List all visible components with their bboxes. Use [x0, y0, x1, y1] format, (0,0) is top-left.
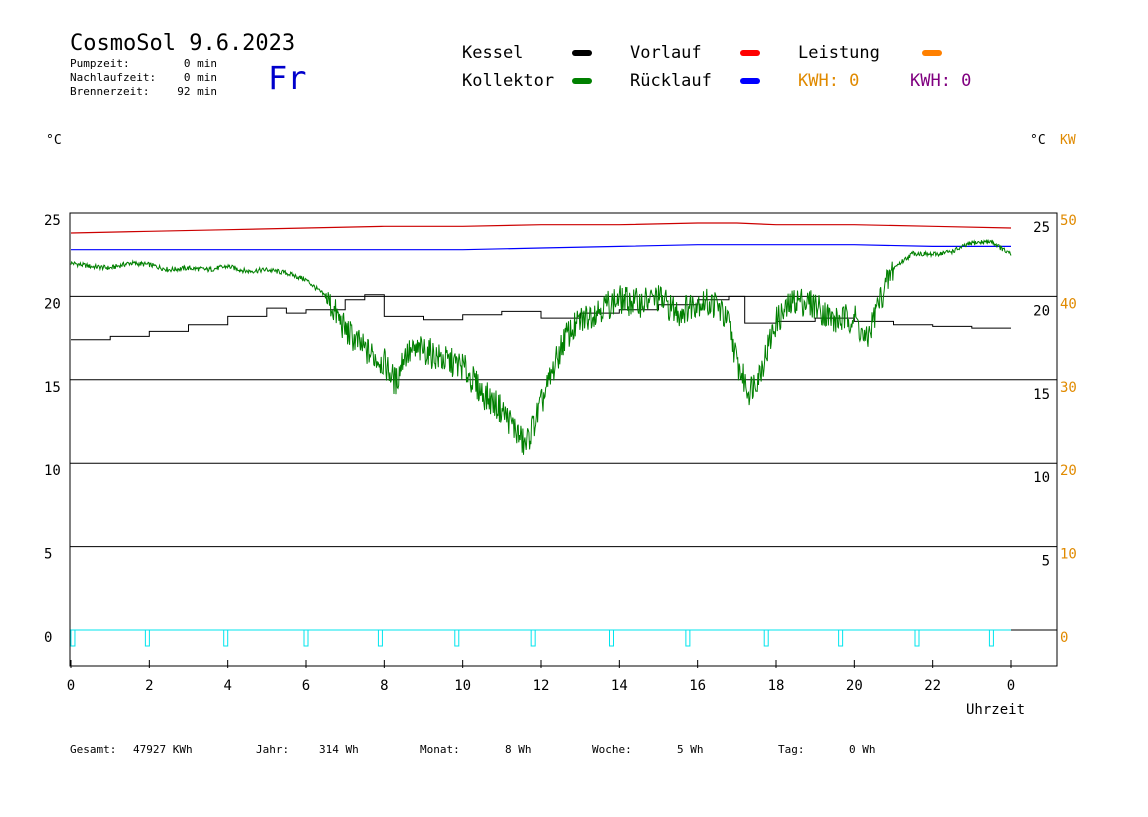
legend-ruecklauf-swatch	[740, 78, 760, 84]
x-tick-label: 10	[454, 678, 471, 694]
legend-kollektor-label: Kollektor	[462, 71, 554, 91]
pump-marker	[685, 629, 691, 647]
pumpzeit-value: 0 min	[184, 57, 217, 70]
right-tick-label: 15	[1033, 387, 1050, 403]
kw-tick-label: 30	[1060, 380, 1077, 396]
pump-marker	[914, 629, 920, 647]
kw-tick-label: 10	[1060, 547, 1077, 563]
series-vorlauf-line	[70, 222, 1012, 234]
nachlaufzeit-value: 0 min	[184, 71, 217, 84]
left-axis-unit: °C	[46, 133, 62, 148]
chart-title: CosmoSol 9.6.2023	[70, 31, 295, 56]
woche-label: Woche:	[592, 743, 632, 756]
tag-value: 0 Wh	[849, 743, 876, 756]
pump-marker	[377, 629, 383, 647]
legend-kwh-burner: KWH: 0	[910, 71, 971, 91]
pump-marker	[144, 629, 150, 647]
jahr-value: 314 Wh	[319, 743, 359, 756]
tag-label: Tag:	[778, 743, 805, 756]
kw-tick-label: 0	[1060, 630, 1068, 646]
legend-leistung-swatch	[922, 50, 942, 56]
left-tick-label: 0	[44, 630, 52, 646]
series-rcklauf-line	[71, 244, 1011, 251]
pump-marker	[454, 629, 460, 647]
right-tick-label: 20	[1033, 303, 1050, 319]
nachlaufzeit-label: Nachlaufzeit:	[70, 71, 156, 84]
legend-kwh-solar: KWH: 0	[798, 71, 859, 91]
left-axis-ticks: 25 20 15 10 5 0	[44, 213, 61, 646]
left-tick-label: 5	[44, 547, 52, 563]
brennerzeit-value: 92 min	[177, 85, 217, 98]
series-group	[70, 222, 1012, 631]
kw-tick-label: 20	[1060, 463, 1077, 479]
kw-tick-label: 40	[1060, 296, 1077, 312]
legend-ruecklauf-label: Rücklauf	[630, 71, 712, 91]
x-tick-label: 4	[223, 678, 231, 694]
x-tick-label: 12	[533, 678, 550, 694]
legend-vorlauf-swatch	[740, 50, 760, 56]
kw-tick-label: 50	[1060, 213, 1077, 229]
pump-marker	[763, 629, 769, 647]
runtime-stats: Pumpzeit: 0 min Nachlaufzeit: 0 min Bren…	[70, 57, 217, 98]
series-kessel-line	[71, 294, 1011, 341]
left-tick-label: 15	[44, 380, 61, 396]
pump-marker	[70, 629, 76, 647]
x-axis-label: Uhrzeit	[966, 702, 1025, 718]
pump-marker	[838, 629, 844, 647]
gesamt-value: 47927 KWh	[133, 743, 193, 756]
x-tick-label: 2	[145, 678, 153, 694]
legend: Kessel Vorlauf Leistung Kollektor Rückla…	[462, 43, 971, 91]
x-tick-label: 0	[67, 678, 75, 694]
gesamt-label: Gesamt:	[70, 743, 116, 756]
pump-marker	[303, 629, 309, 647]
weekday-label: Fr	[268, 59, 307, 97]
brennerzeit-label: Brennerzeit:	[70, 85, 149, 98]
pump-marker	[223, 629, 229, 647]
x-tick-label: 6	[302, 678, 310, 694]
plot-frame	[69, 212, 1058, 667]
right-tick-label: 10	[1033, 470, 1050, 486]
legend-vorlauf-label: Vorlauf	[630, 43, 702, 63]
x-tick-label: 18	[768, 678, 785, 694]
pump-marker	[988, 629, 994, 647]
x-tick-label: 22	[924, 678, 941, 694]
x-tick-label: 8	[380, 678, 388, 694]
kw-axis-ticks: 50 40 30 20 10 0	[1060, 213, 1077, 646]
x-axis-ticks: 0 2 4 6 8 10 12 14 16 18 20 22 0	[67, 660, 1015, 694]
jahr-label: Jahr:	[256, 743, 289, 756]
right-axis-ticks: 25 20 15 10 5	[1033, 220, 1050, 570]
pump-markers	[70, 629, 994, 647]
series-kollektor-line	[70, 239, 1012, 455]
monat-label: Monat:	[420, 743, 460, 756]
right-axis-unit: °C	[1030, 133, 1046, 148]
x-tick-label: 14	[611, 678, 628, 694]
left-tick-label: 25	[44, 213, 61, 229]
legend-leistung-label: Leistung	[798, 43, 880, 63]
legend-kollektor-swatch	[572, 78, 592, 84]
right-axis-kw-unit: KW	[1060, 133, 1076, 148]
legend-kessel-swatch	[572, 50, 592, 56]
x-tick-label: 16	[689, 678, 706, 694]
right-tick-label: 25	[1033, 220, 1050, 236]
monat-value: 8 Wh	[505, 743, 532, 756]
legend-kessel-label: Kessel	[462, 43, 523, 63]
right-tick-label: 5	[1042, 554, 1050, 570]
pumpzeit-label: Pumpzeit:	[70, 57, 130, 70]
x-tick-label: 20	[846, 678, 863, 694]
left-tick-label: 20	[44, 296, 61, 312]
pump-marker	[530, 629, 536, 647]
pump-marker	[609, 629, 614, 647]
woche-value: 5 Wh	[677, 743, 704, 756]
left-tick-label: 10	[44, 463, 61, 479]
energy-summary: Gesamt: 47927 KWh Jahr: 314 Wh Monat: 8 …	[70, 743, 876, 756]
x-tick-label: 0	[1007, 678, 1015, 694]
